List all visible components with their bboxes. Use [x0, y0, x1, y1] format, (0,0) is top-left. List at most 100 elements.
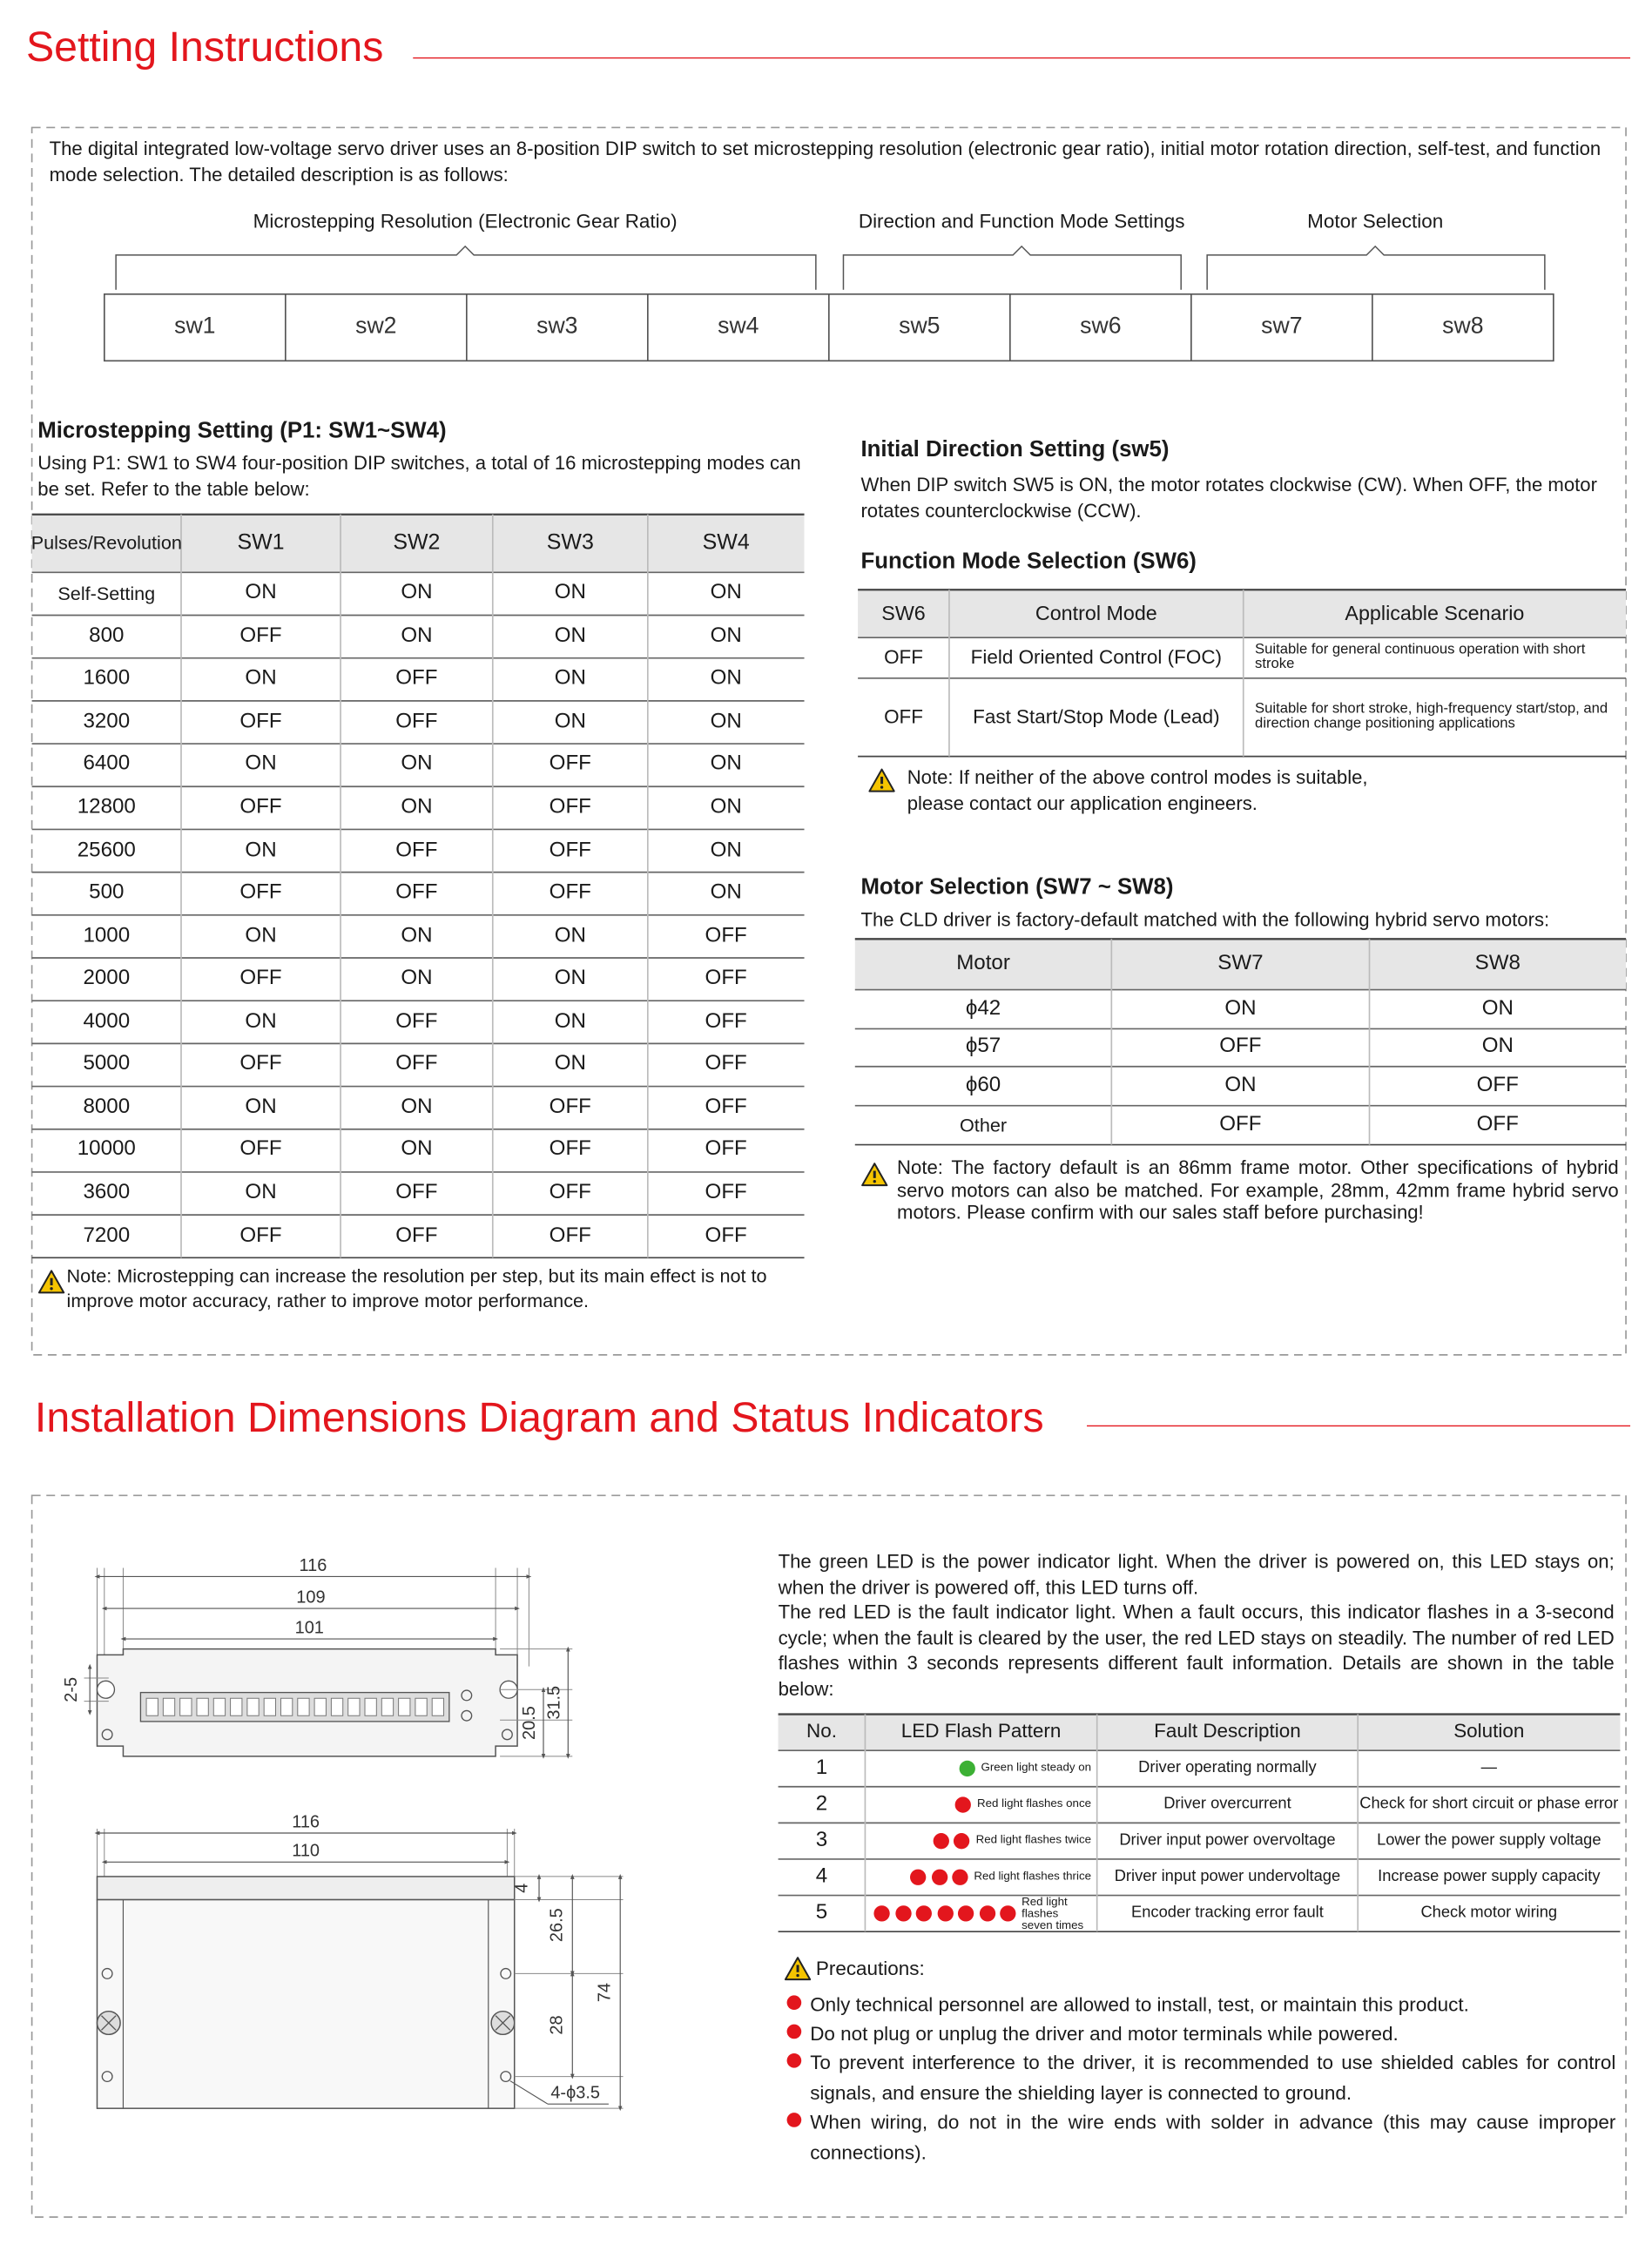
table-header-cell: SW3	[546, 530, 594, 556]
table-header-cell: SW7	[1217, 952, 1264, 975]
table-cell: ON	[245, 752, 277, 776]
table-cell: OFF	[395, 1052, 438, 1076]
dip-pin	[196, 1697, 209, 1716]
dip-pin	[280, 1697, 293, 1716]
bullet	[786, 2024, 802, 2039]
table-header-bg	[778, 1714, 1621, 1751]
switch-label: sw8	[1442, 313, 1484, 339]
table-cell: OFF	[705, 1137, 747, 1162]
table-cell: ON	[554, 1009, 586, 1034]
dimension-label: 116	[300, 1556, 327, 1575]
table-cell: OFF	[395, 838, 438, 862]
description: The green LED is the power indicator lig…	[778, 1550, 1615, 1598]
table-cell: ON	[710, 880, 742, 905]
note: Note: Microstepping can increase the res…	[66, 1264, 767, 1311]
table-cell: OFF	[549, 1181, 591, 1204]
table-cell: OFF	[1476, 1112, 1519, 1136]
dip-pin	[314, 1697, 327, 1716]
group-label: Microstepping Resolution (Electronic Gea…	[253, 210, 678, 233]
led-dot	[1000, 1905, 1016, 1922]
table-cell: ON	[401, 623, 433, 648]
table-cell: 2000	[83, 967, 131, 990]
warning-icon-dot	[50, 1287, 53, 1291]
table-cell: OFF	[705, 1095, 747, 1119]
led-dot	[933, 1833, 949, 1850]
table-cell: OFF	[549, 1223, 591, 1247]
table-header-cell: Fault Description	[1154, 1720, 1301, 1742]
dimension-label: 26.5	[548, 1908, 567, 1942]
driver-body	[96, 1898, 516, 2109]
table-cell: ON	[554, 666, 586, 691]
dimension-label: 4	[513, 1884, 532, 1893]
table-cell: 10000	[77, 1137, 136, 1162]
intro-text: The digital integrated low-voltage servo…	[49, 138, 1601, 185]
led-pattern-text: Green light steady on	[981, 1761, 1092, 1775]
dip-pin	[364, 1697, 377, 1716]
heading: Function Mode Selection (SW6)	[860, 549, 1197, 574]
dimension-label: 20.5	[520, 1706, 539, 1740]
switch-label: sw1	[174, 313, 216, 339]
table-cell: Increase power supply capacity	[1378, 1867, 1601, 1885]
table-cell: 8000	[83, 1095, 131, 1119]
table-cell: 5	[815, 1901, 828, 1924]
table-cell: 1000	[83, 924, 131, 947]
switch-label: sw4	[718, 313, 759, 339]
table-cell: ON	[554, 1052, 586, 1076]
table-header-cell: SW4	[702, 530, 750, 556]
table-cell: Suitable for short stroke, high-frequenc…	[1255, 701, 1608, 732]
description: Using P1: SW1 to SW4 four-position DIP s…	[37, 452, 801, 500]
table-cell: OFF	[705, 1052, 747, 1076]
table-cell: ON	[401, 1137, 433, 1162]
dimension-label: 74	[596, 1983, 615, 2002]
table-cell: 12800	[77, 795, 136, 819]
table-cell: ON	[1224, 1073, 1257, 1097]
bullet	[786, 1995, 802, 2011]
table-cell: ON	[710, 666, 742, 691]
rule	[509, 2080, 549, 2105]
led-pattern-text: Red light flashes once	[977, 1796, 1092, 1810]
table-cell: Self-Setting	[57, 582, 156, 604]
table-cell: OFF	[239, 1052, 282, 1076]
table-cell: OFF	[705, 1223, 747, 1247]
table-cell: OFF	[239, 795, 282, 819]
table-cell: ON	[554, 581, 586, 605]
bullet	[786, 2052, 802, 2068]
table-cell: Driver input power overvoltage	[1119, 1830, 1336, 1849]
mount-hole	[500, 2071, 512, 2083]
table-cell: 4	[815, 1864, 828, 1889]
led-dot	[931, 1869, 947, 1885]
warning-icon-dot	[796, 1973, 799, 1978]
dimension-label: 110	[292, 1842, 320, 1861]
dip-pin	[212, 1697, 226, 1716]
table-cell: ON	[554, 924, 586, 947]
table-cell: ON	[554, 710, 586, 733]
table-header-cell: Pulses/Revolution	[30, 531, 182, 554]
table-cell: Check motor wiring	[1420, 1904, 1558, 1922]
table-cell: Suitable for general continuous operatio…	[1255, 642, 1586, 673]
table-cell: OFF	[395, 880, 438, 905]
led-dot	[955, 1796, 972, 1813]
table-cell: Driver operating normally	[1138, 1758, 1317, 1776]
table-cell: OFF	[1219, 1112, 1262, 1136]
dimension-label: 28	[548, 2015, 567, 2034]
dip-pin	[162, 1697, 176, 1716]
dashed-frame	[30, 1494, 1627, 2218]
table-header-cell: SW6	[881, 601, 926, 625]
table-cell: OFF	[239, 1137, 282, 1162]
switch-label: sw3	[536, 313, 578, 339]
table-cell: ϕ57	[965, 1035, 1001, 1059]
dip-pin	[230, 1697, 243, 1716]
led-dot	[910, 1869, 927, 1885]
table-cell: Fast Start/Stop Mode (Lead)	[973, 705, 1220, 728]
mount-hole	[101, 1729, 113, 1741]
dip-pin	[246, 1697, 260, 1716]
group-label: Motor Selection	[1307, 210, 1444, 233]
heading: Motor Selection (SW7 ~ SW8)	[860, 875, 1174, 900]
table-cell: OFF	[239, 1223, 282, 1247]
table-cell: ON	[401, 581, 433, 605]
table-cell: 25600	[77, 838, 136, 862]
bullet	[786, 2113, 802, 2127]
precaution-item: When wiring, do not in the wire ends wit…	[810, 2111, 1616, 2163]
led-dot	[952, 1869, 968, 1885]
table-cell: OFF	[884, 646, 923, 668]
